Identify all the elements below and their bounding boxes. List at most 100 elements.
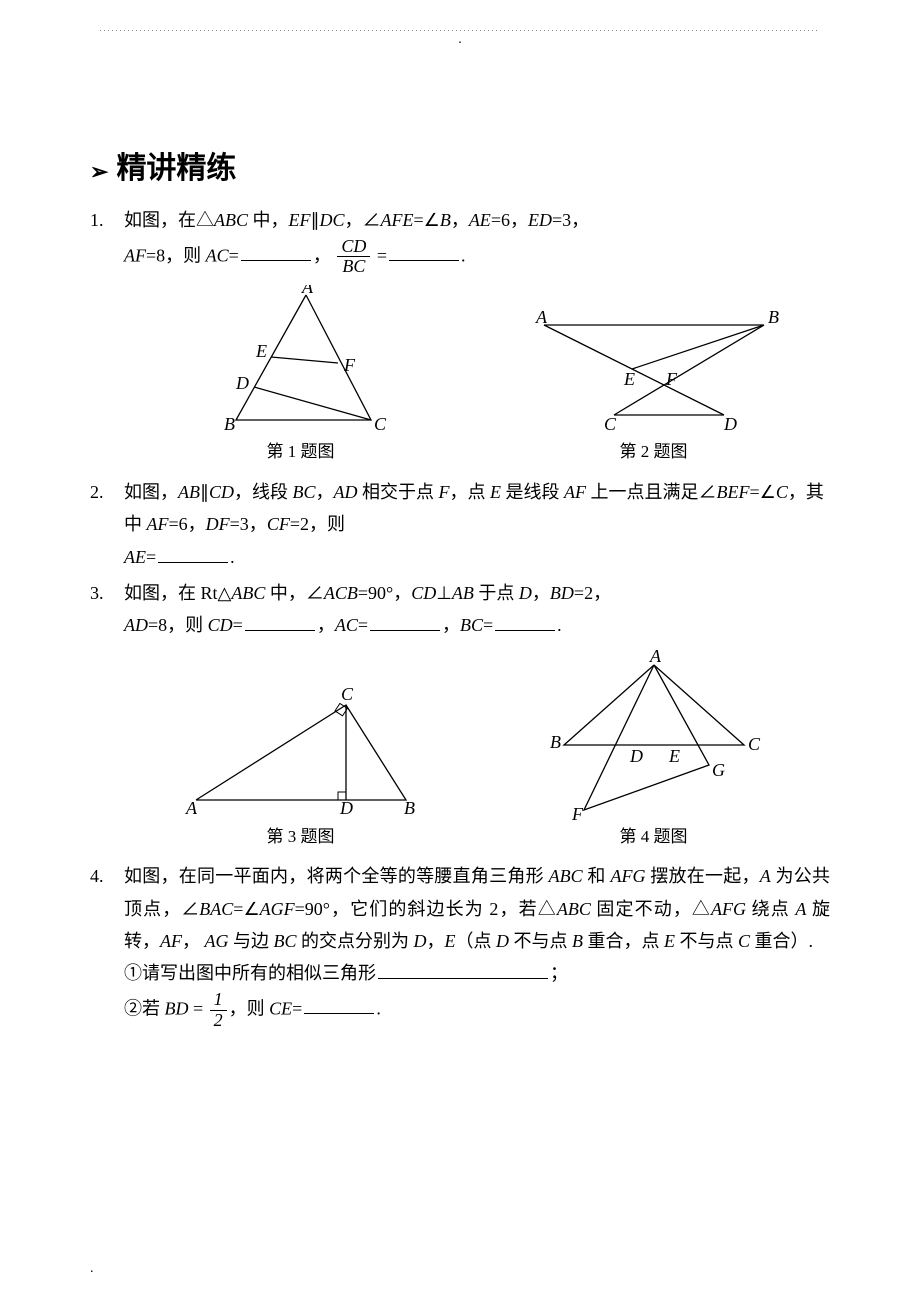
t: =2，则: [290, 514, 345, 534]
t: B: [440, 210, 451, 230]
t: =8，则: [146, 245, 206, 265]
t: ∥: [200, 482, 209, 502]
t: ∥: [311, 210, 320, 230]
t: 不与点: [680, 931, 739, 951]
fraction: CDBC: [337, 237, 370, 278]
t: 如图，在△: [124, 210, 214, 230]
q3-line: 如图，在 Rt△ABC 中，∠ACB=90°，CD⊥AB 于点 D，BD=2， …: [124, 577, 830, 642]
svg-text:F: F: [343, 355, 356, 375]
problem-num: 1.: [90, 204, 124, 472]
svg-text:B: B: [404, 798, 415, 818]
svg-text:B: B: [550, 732, 561, 752]
t: BEF: [717, 482, 750, 502]
figure-1: A E D F B C 第 1 题图: [124, 285, 477, 468]
problem-1: 1. 如图，在△ABC 中，EF∥DC，∠AFE=∠B，AE=6，ED=3， A…: [90, 204, 830, 472]
blank: [370, 612, 440, 631]
figcap-2: 第 2 题图: [477, 437, 830, 468]
frac-top: 1: [210, 990, 227, 1011]
q4-sub1: ①请写出图中所有的相似三角形；: [124, 957, 830, 989]
t: 如图，: [124, 482, 178, 502]
t: AD: [124, 615, 148, 635]
svg-text:D: D: [339, 798, 353, 818]
t: AB: [178, 482, 200, 502]
fig4-svg: A B C D E G F: [524, 650, 784, 820]
t: 重合，点: [583, 931, 664, 951]
t: BAC: [199, 899, 233, 919]
t: BC: [274, 931, 297, 951]
t: AFG: [610, 866, 645, 886]
t: 与边: [229, 931, 274, 951]
t: B: [572, 931, 583, 951]
t: E: [445, 931, 456, 951]
section-title: ➢精讲精练: [90, 142, 830, 196]
figcap-3: 第 3 题图: [124, 822, 477, 853]
svg-text:D: D: [235, 373, 249, 393]
problem-2: 2. 如图，AB∥CD，线段 BC，AD 相交于点 F，点 E 是线段 AF 上…: [90, 476, 830, 573]
svg-text:A: A: [185, 798, 198, 818]
t: ABC: [557, 899, 591, 919]
t: ，: [451, 210, 469, 230]
t: AF: [564, 482, 586, 502]
problem-body: 如图，在△ABC 中，EF∥DC，∠AFE=∠B，AE=6，ED=3， AF=8…: [124, 204, 830, 472]
t: DF: [206, 514, 230, 534]
figcap-1: 第 1 题图: [124, 437, 477, 468]
t: CF: [267, 514, 290, 534]
t: A: [795, 899, 806, 919]
t: ，点: [450, 482, 491, 502]
q1-line2: AF=8，则 AC=， CDBC =.: [124, 237, 830, 278]
t: BD: [165, 998, 189, 1018]
t: 固定不动，△: [591, 899, 711, 919]
t: ，: [532, 583, 550, 603]
t: BC: [460, 615, 483, 635]
q4-sub2: ②若 BD = 12，则 CE=.: [124, 990, 830, 1031]
t: =90°，: [358, 583, 411, 603]
t: AFE: [381, 210, 414, 230]
blank: [304, 995, 374, 1014]
svg-text:B: B: [768, 307, 779, 327]
t: CE: [269, 998, 292, 1018]
t: 中，∠: [265, 583, 324, 603]
document-page: . ➢精讲精练 1. 如图，在△ABC 中，EF∥DC，∠AFE=∠B，AE=6…: [0, 0, 920, 1301]
svg-text:C: C: [341, 684, 354, 704]
svg-text:A: A: [301, 285, 314, 297]
t: ，线段: [234, 482, 293, 502]
svg-text:D: D: [629, 746, 643, 766]
t: ⊥: [436, 583, 452, 603]
figure-4: A B C D E G F 第 4 题图: [477, 650, 830, 853]
svg-text:G: G: [712, 760, 725, 780]
t: =: [233, 615, 243, 635]
svg-text:F: F: [571, 804, 584, 820]
t: AGF: [260, 899, 295, 919]
t: AC: [206, 245, 229, 265]
section-title-text: 精讲精练: [116, 152, 236, 185]
t: 和: [583, 866, 606, 886]
blank: [158, 544, 228, 563]
problem-body: 如图，在 Rt△ABC 中，∠ACB=90°，CD⊥AB 于点 D，BD=2， …: [124, 577, 830, 856]
problem-3: 3. 如图，在 Rt△ABC 中，∠ACB=90°，CD⊥AB 于点 D，BD=…: [90, 577, 830, 856]
t: =8，则: [148, 615, 208, 635]
t: CD: [208, 615, 233, 635]
t: D: [496, 931, 509, 951]
t: 重合）.: [750, 931, 813, 951]
t: AD: [334, 482, 358, 502]
fig3-svg: C A D B: [176, 680, 426, 820]
t: AE: [124, 547, 146, 567]
t: =: [358, 615, 368, 635]
t: ABC: [214, 210, 248, 230]
figure-row-2: C A D B 第 3 题图 A B C D E: [124, 650, 830, 853]
t: ED: [528, 210, 552, 230]
q2-line: 如图，AB∥CD，线段 BC，AD 相交于点 F，点 E 是线段 AF 上一点且…: [124, 476, 830, 573]
svg-text:A: A: [535, 307, 548, 327]
t: =: [229, 245, 239, 265]
problem-4: 4. 如图，在同一平面内，将两个全等的等腰直角三角形 ABC 和 AFG 摆放在…: [90, 860, 830, 1030]
t: =90°，它们的斜边长为 2，若△: [295, 899, 557, 919]
problem-body: 如图，AB∥CD，线段 BC，AD 相交于点 F，点 E 是线段 AF 上一点且…: [124, 476, 830, 573]
frac-bot: BC: [337, 257, 370, 277]
t: ，: [313, 245, 331, 265]
blank: [245, 612, 315, 631]
t: DC: [320, 210, 345, 230]
problem-num: 2.: [90, 476, 124, 573]
svg-text:D: D: [723, 414, 737, 434]
svg-text:C: C: [374, 414, 387, 434]
t: AC: [335, 615, 358, 635]
